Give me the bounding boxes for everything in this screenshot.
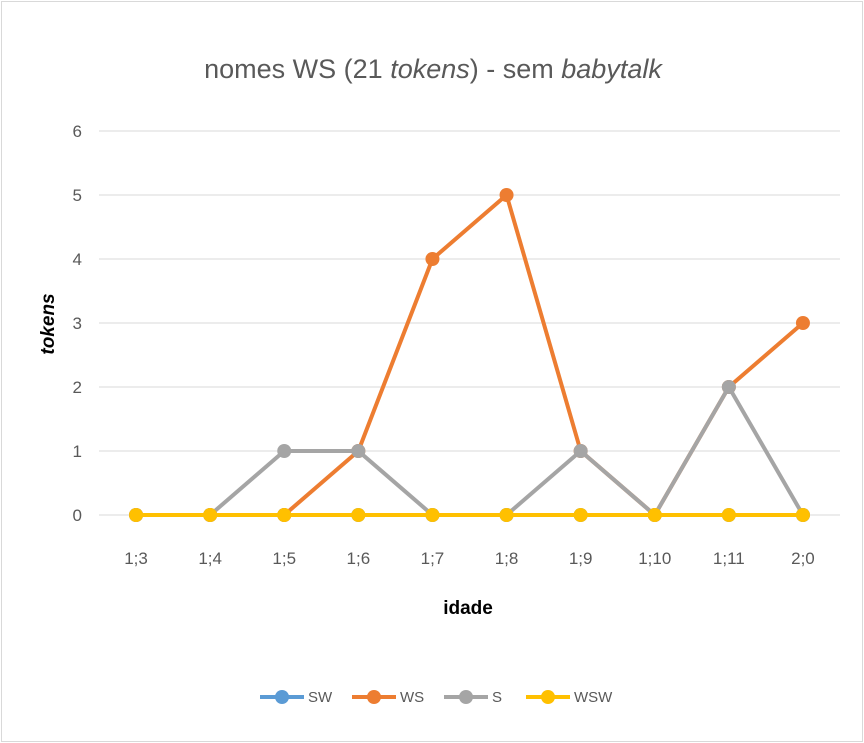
data-point xyxy=(425,508,440,522)
x-tick-label: 1;6 xyxy=(347,549,371,568)
gridlines xyxy=(99,130,840,516)
series-ws xyxy=(129,188,810,522)
legend: SW WS S WSW xyxy=(260,689,613,706)
data-point xyxy=(795,508,810,522)
legend-label: WSW xyxy=(574,689,613,706)
y-tick-label: 4 xyxy=(73,250,82,269)
series-group xyxy=(129,188,810,522)
series-wsw xyxy=(129,508,810,522)
y-tick-label: 5 xyxy=(73,186,82,205)
data-point xyxy=(277,444,292,458)
x-tick-label: 1;11 xyxy=(713,549,745,568)
legend-swatch-marker xyxy=(367,690,381,704)
x-tick-label: 1;5 xyxy=(272,549,296,568)
data-point xyxy=(351,444,366,458)
data-point xyxy=(425,252,440,266)
data-point xyxy=(573,444,588,458)
x-tick-label: 1;4 xyxy=(198,549,222,568)
legend-item-sw: SW xyxy=(260,689,333,706)
data-point xyxy=(129,508,144,522)
y-tick-label: 0 xyxy=(73,506,82,525)
legend-label: WS xyxy=(400,689,424,706)
data-point xyxy=(573,508,588,522)
y-tick-label: 1 xyxy=(73,442,82,461)
y-tick-label: 6 xyxy=(73,122,82,141)
data-point xyxy=(499,188,514,202)
legend-swatch-marker xyxy=(275,690,289,704)
legend-swatch-marker xyxy=(541,690,555,704)
y-axis-title: tokens xyxy=(38,293,59,354)
data-point xyxy=(721,380,736,394)
x-axis-ticks: 1;3 1;4 1;5 1;6 1;7 1;8 1;9 1;10 1;11 2;0 xyxy=(124,549,815,568)
x-axis-title: idade xyxy=(443,598,493,619)
legend-item-ws: WS xyxy=(352,689,424,706)
x-tick-label: 1;10 xyxy=(638,549,671,568)
legend-label: S xyxy=(492,689,502,706)
chart-title-italic-tokens: tokens xyxy=(390,54,470,84)
series-line xyxy=(134,193,805,517)
data-point xyxy=(795,316,810,330)
data-point xyxy=(721,508,736,522)
chart-title-prefix: nomes WS (21 xyxy=(204,54,390,84)
legend-swatch-marker xyxy=(459,690,473,704)
chart-title-italic-babytalk: babytalk xyxy=(561,54,663,84)
data-point xyxy=(277,508,292,522)
data-point xyxy=(499,508,514,522)
chart-title: nomes WS (21 tokens) - sem babytalk xyxy=(204,54,663,84)
data-point xyxy=(647,508,662,522)
legend-label: SW xyxy=(308,689,333,706)
x-tick-label: 1;8 xyxy=(495,549,519,568)
data-point xyxy=(351,508,366,522)
legend-item-s: S xyxy=(444,689,502,706)
y-tick-label: 2 xyxy=(73,378,82,397)
data-point xyxy=(203,508,218,522)
legend-item-wsw: WSW xyxy=(526,689,613,706)
y-tick-label: 3 xyxy=(73,314,82,333)
x-tick-label: 1;9 xyxy=(569,549,593,568)
y-axis-ticks: 0 1 2 3 4 5 6 xyxy=(73,122,82,525)
chart-title-middle: ) - sem xyxy=(470,54,562,84)
x-tick-label: 1;3 xyxy=(124,549,148,568)
x-tick-label: 1;7 xyxy=(421,549,445,568)
x-tick-label: 2;0 xyxy=(791,549,815,568)
